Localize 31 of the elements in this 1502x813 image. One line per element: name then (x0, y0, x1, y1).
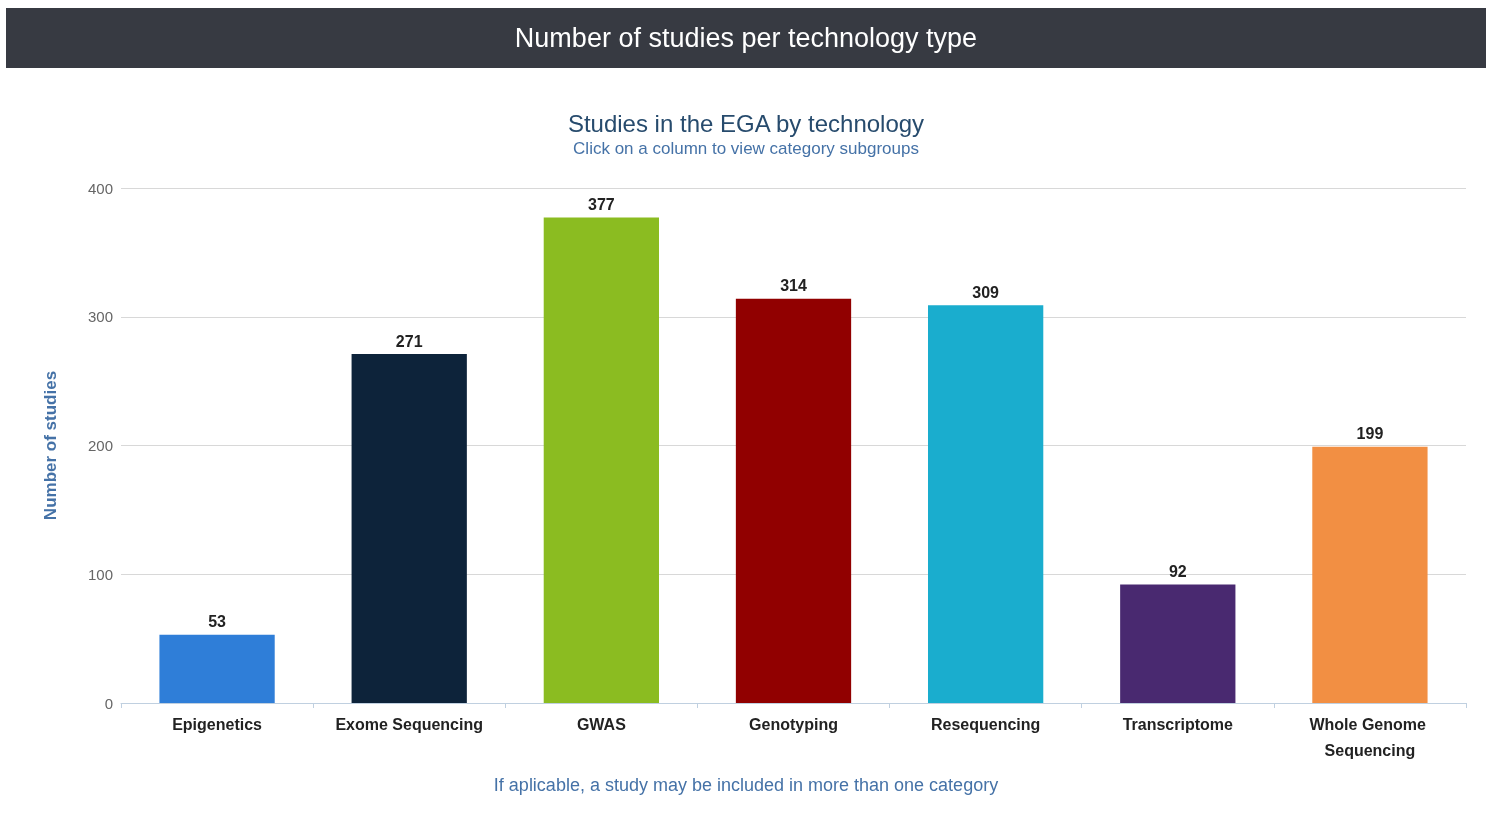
bar (1312, 446, 1428, 703)
x-tick-label: Transcriptome (1122, 715, 1234, 733)
x-tick-label: Whole Genome Sequencing (1309, 715, 1431, 759)
bar (1120, 584, 1236, 703)
text: Click on a column to view category subgroups (573, 139, 919, 158)
bar (928, 305, 1044, 703)
chart-title: Number of studies per technology type (6, 8, 1486, 68)
y-tick-label: 400 (87, 179, 113, 197)
bar (735, 298, 852, 703)
x-tick-label: Genotyping (749, 715, 838, 733)
data-label: 92 (1168, 563, 1187, 581)
text: If aplicable, a study may be included in more than one category (493, 775, 999, 795)
data-label: 377 (588, 196, 615, 214)
y-axis-title: Number of studies (41, 370, 60, 521)
x-tick-label: Resequencing (930, 715, 1041, 733)
data-label: 271 (395, 332, 423, 350)
bar (543, 217, 659, 703)
y-tick-label: 200 (87, 437, 113, 454)
data-label: 309 (972, 283, 1000, 301)
y-tick-label: 100 (87, 565, 113, 583)
x-tick-label: Epigenetics (172, 715, 263, 733)
chart-subtitle: Studies in the EGA by technology (567, 109, 925, 137)
bar (159, 634, 275, 703)
data-label: 199 (1356, 425, 1384, 443)
y-tick-label: 0 (104, 694, 113, 712)
data-label: 53 (208, 613, 227, 631)
x-tick-label: GWAS (576, 715, 627, 733)
data-label: 314 (780, 277, 807, 295)
x-tick-label: Exome Sequencing (335, 715, 484, 733)
bar (351, 354, 467, 703)
y-tick-label: 300 (87, 308, 113, 326)
